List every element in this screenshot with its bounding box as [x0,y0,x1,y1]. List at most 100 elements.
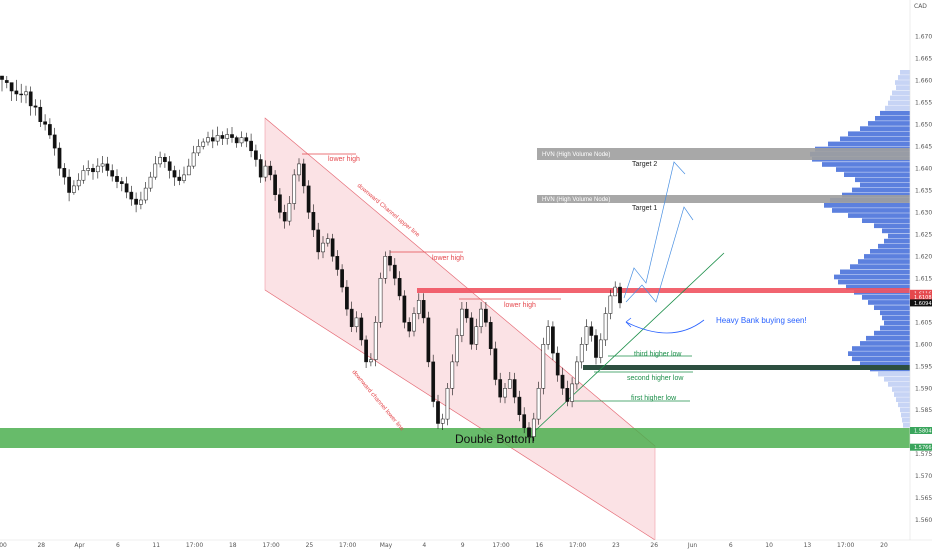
candle-body [201,141,206,147]
candle-body [306,185,311,213]
candle-body [220,135,225,139]
candle-body [325,238,330,244]
candle-body [91,168,95,173]
candle-body [460,308,464,336]
candle-body [129,191,134,200]
time-tick-label: 17:00 [569,542,586,549]
volume-profile-bar [846,284,910,290]
hvn-upper-label: HVN (High Volume Node) [542,152,610,158]
hvn-lower-label: HVN (High Volume Node) [542,197,610,203]
volume-profile-bar [898,402,910,408]
time-tick-label: 6 [729,542,733,549]
candle-body [536,388,541,420]
price-tag-box [910,293,932,301]
candle-body [397,278,402,297]
price-tick-label: 1.6150 [915,275,932,282]
candle-body [301,163,306,187]
candle-body [551,326,555,354]
candle-body [206,137,210,143]
price-tag-box [910,443,932,451]
volume-profile-bar [870,249,910,254]
candle-body [119,181,124,184]
volume-profile-bar [888,233,910,239]
candle-body [143,187,148,201]
projected-path-target-2 [623,161,686,299]
time-tick-label: 13 [804,542,812,549]
candle-body [488,322,493,349]
time-axis-bg [0,540,932,550]
candle-body [76,179,81,187]
candle-body [416,300,421,314]
time-tick-label: 17:00 [339,542,356,549]
candle-body [38,106,43,122]
downward-channel [264,117,656,541]
candle-body [555,352,560,376]
volume-profile-bar [860,341,910,346]
volume-profile-bar [848,131,910,137]
channel-lower-label: downward channel lower line [350,369,405,432]
time-tick-label: 25 [306,542,314,549]
bank-buying-arrow [625,319,705,334]
candle-body [139,199,143,205]
candle-body [335,256,340,270]
price-tick-label: 1.6700 [915,33,932,40]
candle-body [215,135,220,142]
candle-body [4,80,9,83]
bank-buying-arrowhead [625,317,632,328]
volume-profile-bar [838,279,910,285]
candle-body [412,313,416,332]
candle-body [589,326,594,336]
price-tick-label: 1.5700 [915,473,932,480]
candle-body [579,344,584,363]
candle-body [158,157,162,165]
volume-profile-bar [898,75,910,80]
candle-body [273,174,277,195]
volume-profile-bar [903,422,910,428]
candle-body [565,388,570,402]
candle-body [464,308,469,319]
price-tick-label: 1.5650 [915,495,932,502]
price-tick-label: 1.6050 [915,319,932,326]
volume-profile-bar [866,335,910,341]
volume-profile-bar [880,325,910,331]
candle-body [72,185,76,193]
candle-body [134,198,138,205]
price-tick-label: 1.6600 [915,77,932,84]
candle-body [455,335,459,363]
price-tag-label: 1.6108 [914,295,932,301]
volume-profile-bar [862,295,910,300]
candle-body [14,90,19,95]
volume-profile [810,70,910,428]
time-tick-label: 17:00 [492,542,509,549]
resistance-line [417,288,910,293]
volume-profile-bar [884,376,910,382]
candle-body [297,163,301,176]
candle-body [52,134,57,149]
candle-body [584,326,589,345]
candle-body [440,418,445,424]
candle-body [95,165,100,173]
time-tick-label: 00 [0,542,7,549]
time-tick-label: 26 [650,542,658,549]
candle-body [311,212,316,231]
time-tick-label: 10 [765,542,773,549]
candle-body [163,157,167,162]
volume-profile-bar [874,330,910,336]
volume-profile-bar [882,315,910,321]
candle-body [402,295,407,323]
candle-body [531,418,536,437]
volume-profile-bar [888,100,910,106]
volume-profile-bar [864,254,910,259]
candle-body [177,176,182,181]
candle-body [469,317,474,345]
time-tick-label: 20 [880,542,888,549]
candle-body [167,161,172,171]
time-tick-label: May [380,542,393,549]
candle-body [479,308,483,327]
volume-profile-bar [852,346,910,351]
candle-body [522,414,527,429]
candle-body [86,168,91,171]
second-higher-low-label: second higher low [627,375,684,382]
candle-body [249,140,253,152]
